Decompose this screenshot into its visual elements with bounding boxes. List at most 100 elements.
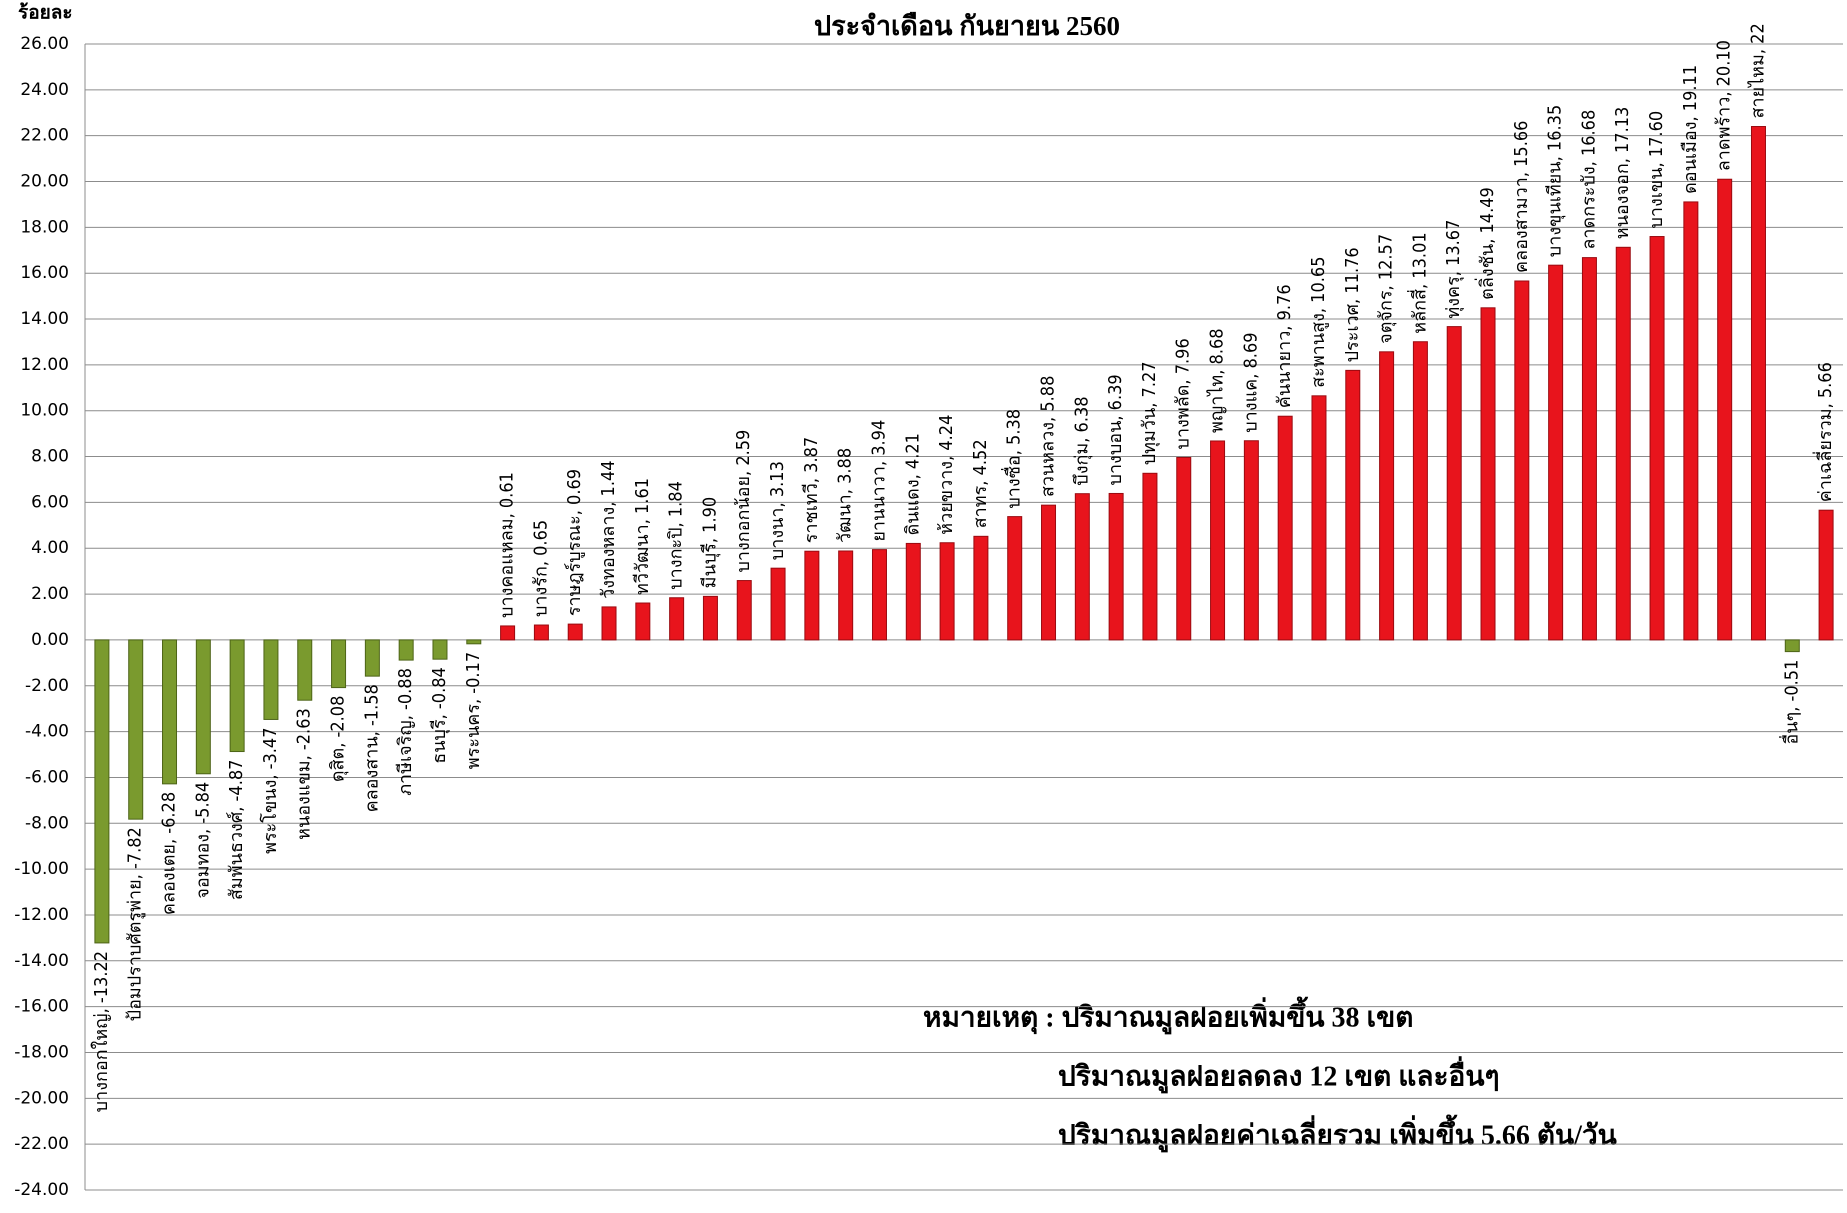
bar: [1243, 440, 1259, 641]
data-label: หลักสี่, 13.01: [1406, 232, 1430, 333]
data-label: บางซื่อ, 5.38: [1001, 409, 1025, 509]
annotation: ปริมาณมูลฝอยลดลง 12 เขต และอื่นๆ: [1058, 1055, 1500, 1093]
data-label: สาทร, 4.52: [970, 439, 991, 528]
bar: [973, 535, 989, 641]
data-label: บางขุนเทียน, 16.35: [1545, 105, 1566, 257]
data-label: บางบอน, 6.39: [1105, 374, 1126, 485]
bar: [1649, 236, 1665, 641]
bar: [162, 639, 178, 785]
bar: [838, 550, 854, 641]
data-label: ทวีวัฒนา, 1.61: [632, 478, 653, 595]
bar: [1412, 341, 1428, 641]
bar: [398, 639, 414, 661]
data-label: จตุจักร, 12.57: [1376, 234, 1397, 344]
data-label: สะพานสูง, 10.65: [1308, 256, 1329, 387]
data-label: พญาไท, 8.68: [1206, 328, 1228, 433]
data-label: มีนบุรี, 1.90: [699, 497, 720, 589]
bar: [1514, 280, 1530, 641]
bar: [1311, 395, 1327, 641]
data-label: บางกอกใหญ่, -13.22: [90, 951, 112, 1112]
y-tick-label: 2.00: [31, 584, 69, 604]
data-label: ราษฎร์บูรณะ, 0.69: [564, 469, 585, 616]
data-label: บางคอแหลม, 0.61: [497, 472, 518, 618]
y-tick-label: -16.00: [14, 997, 69, 1017]
y-tick-label: 6.00: [31, 492, 69, 512]
y-tick-label: 22.00: [20, 126, 69, 146]
data-label: ธนบุรี, -0.84: [429, 667, 450, 764]
data-label: คลองสาน, -1.58: [361, 684, 382, 812]
data-label: ลาดกระบัง, 16.68: [1578, 110, 1599, 250]
y-tick-label: 14.00: [20, 309, 69, 329]
bar: [195, 639, 211, 775]
bar: [128, 639, 144, 820]
bar: [263, 639, 279, 720]
bar: [1007, 516, 1023, 641]
y-tick-label: 12.00: [20, 355, 69, 375]
y-tick-label: 26.00: [20, 34, 69, 54]
data-label: บางกอกน้อย, 2.59: [733, 430, 754, 573]
bar: [1548, 264, 1564, 641]
bar: [94, 639, 110, 944]
bar: [1615, 246, 1631, 641]
data-label: ยานนาวา, 3.94: [868, 420, 889, 542]
data-label: ภาษีเจริญ, -0.88: [395, 668, 416, 796]
bar: [1041, 504, 1057, 641]
data-label: สัมพันธวงศ์, -4.87: [226, 760, 247, 901]
data-label: บึงกุ่ม, 6.38: [1071, 396, 1092, 485]
y-tick-label: -14.00: [14, 951, 69, 971]
data-label: ค่าเฉลี่ยรวม, 5.66: [1812, 362, 1836, 502]
bar: [1717, 178, 1733, 641]
data-label: คันนายาว, 9.76: [1274, 284, 1295, 408]
data-label: บางนา, 3.13: [767, 461, 788, 560]
bar: [905, 542, 921, 641]
bar: [364, 639, 380, 677]
data-label: หนองแขม, -2.63: [294, 708, 315, 840]
data-label: ห้วยขวาง, 4.24: [936, 415, 957, 535]
bar: [533, 624, 549, 641]
bar: [1345, 369, 1361, 641]
data-label: ราชเทวี, 3.87: [801, 437, 822, 543]
bar: [1379, 351, 1395, 641]
data-label: คลองสามวา, 15.66: [1511, 121, 1532, 273]
bar: [1142, 472, 1158, 641]
y-tick-label: 16.00: [20, 263, 69, 283]
y-tick-label: 8.00: [31, 447, 69, 467]
y-tick-label: -20.00: [14, 1088, 69, 1108]
data-label: หนองจอก, 17.13: [1612, 107, 1633, 240]
data-label: บางเขน, 17.60: [1646, 111, 1667, 229]
data-label: ดุสิต, -2.08: [328, 696, 349, 783]
data-label: ดินแดง, 4.21: [902, 433, 923, 535]
data-label: ประเวศ, 11.76: [1342, 247, 1363, 362]
y-tick-label: 18.00: [20, 217, 69, 237]
data-label: วังทองหลาง, 1.44: [598, 460, 619, 598]
data-label: ป้อมปราบศัตรูพ่าย, -7.82: [125, 827, 146, 1021]
data-label: บางกะปิ, 1.84: [666, 481, 687, 590]
chart-title: ประจำเดือน กันยายน 2560: [814, 11, 1120, 41]
data-label: คลองเตย, -6.28: [159, 792, 180, 915]
bar: [1784, 639, 1800, 653]
y-tick-label: -2.00: [25, 676, 69, 696]
y-tick-label: 10.00: [20, 401, 69, 421]
annotation: หมายเหตุ : ปริมาณมูลฝอยเพิ่มขึ้น 38 เขต: [923, 995, 1413, 1034]
bar: [770, 567, 786, 641]
bar: [229, 639, 245, 753]
y-axis-label: ร้อยละ: [18, 1, 73, 23]
y-tick-label: -10.00: [14, 859, 69, 879]
annotation: ปริมาณมูลฝอยค่าเฉลี่ยรวม เพิ่มขึ้น 5.66 …: [1058, 1113, 1617, 1152]
data-label: พระโขนง, -3.47: [259, 727, 281, 853]
data-label: ปทุมวัน, 7.27: [1139, 361, 1160, 465]
bar: [871, 549, 887, 641]
bar: [669, 597, 685, 641]
bar: [1210, 440, 1226, 641]
y-tick-label: -12.00: [14, 905, 69, 925]
y-tick-label: 20.00: [20, 172, 69, 192]
y-tick-label: -24.00: [14, 1180, 69, 1200]
bar: [1480, 307, 1496, 641]
y-tick-label: -18.00: [14, 1042, 69, 1062]
bar: [702, 595, 718, 641]
bar: [736, 580, 752, 641]
data-label: ดอนเมือง, 19.11: [1680, 65, 1701, 194]
y-tick-label: -8.00: [25, 813, 69, 833]
bar: [804, 550, 820, 641]
